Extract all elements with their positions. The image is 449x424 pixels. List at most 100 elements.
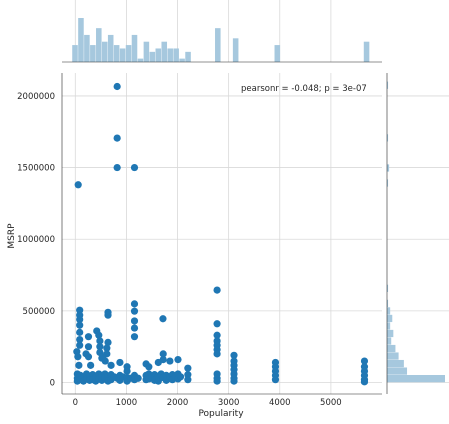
scatter-point [76,321,84,329]
top-histogram-bar [215,28,221,62]
scatter-point [74,353,82,361]
main-grid [62,73,382,394]
scatter-point [103,344,111,352]
scatter-point [76,341,84,349]
right-histogram-bar [387,314,393,323]
x-tick-label: 2000 [167,398,189,408]
right-histogram-bar [387,322,391,330]
top-histogram-bar [173,48,179,62]
scatter-point [130,333,139,341]
scatter-point [74,181,82,189]
scatter-point [76,315,84,324]
scatter-point [104,311,112,319]
scatter-point [174,356,182,364]
top-histogram-grid [74,0,332,62]
top-histogram-bar [185,51,191,62]
top-histogram-bar [232,38,239,62]
top-histogram-bar [96,28,102,62]
x-tick-label: 5000 [320,398,342,408]
scatter-point [84,333,93,341]
top-histogram-bar [143,41,150,62]
right-histogram-bar [387,375,445,383]
scatter-point [130,317,139,325]
scatter-point [76,328,84,336]
x-tick-label: 3000 [218,398,240,408]
y-tick-label: 1000000 [17,235,55,245]
scatter-point [271,376,280,384]
top-histogram-bar [90,45,96,62]
main-plot: 0 1000 2000 3000 4000 5000 0 500000 1000000 1500… [7,73,382,419]
scatter-point [159,315,167,323]
scatter-point [130,324,139,332]
scatter-point [213,286,221,294]
top-histogram-bar [179,58,185,62]
scatter-point [87,361,95,369]
top-histogram-bar [167,48,173,62]
scatter-point [145,363,153,371]
top-histogram-bar [125,45,132,62]
x-tick-labels: 0 1000 2000 3000 4000 5000 [73,398,342,408]
scatter-point [84,343,93,351]
right-histogram-bar [387,164,390,172]
right-histogram-bar [387,359,404,368]
top-histogram-bar [113,45,120,62]
right-histogram-bar [387,307,391,315]
scatter-point [76,306,84,314]
x-tick-label: 0 [73,398,78,408]
scatter-point [104,338,112,347]
scatter-point [230,377,238,385]
scatter-point [230,351,238,359]
right-histogram-bar [387,81,389,89]
scatter-point [184,371,192,379]
scatter-point [107,361,115,369]
scatter-point [101,357,109,365]
top-histogram-bar [274,45,281,62]
scatter-point [113,134,121,142]
y-axis-label: MSRP [7,223,17,249]
scatter-point [213,377,221,385]
top-histogram-bars [72,18,370,62]
top-histogram-bar [155,48,162,62]
top-histogram-bar [107,34,114,62]
right-histogram-bars [387,81,445,383]
top-histogram [62,0,382,63]
top-histogram-bar [84,34,90,62]
y-tick-label: 0 [50,379,55,389]
scatter-point [184,376,192,384]
top-histogram-bar [78,18,84,62]
scatter-point [96,337,104,345]
scatter-point [76,335,84,344]
scatter-point [360,357,369,365]
right-histogram-bar [387,134,389,142]
scatter-points [73,82,369,386]
right-histogram-bar [387,299,389,308]
right-histogram-grid [387,95,449,383]
right-histogram-bar [387,179,389,187]
top-histogram-bar [131,34,138,62]
scatter-point [75,361,83,369]
scatter-point [123,367,131,375]
right-histogram-bar [387,352,399,360]
scatter-point [159,350,167,358]
scatter-point [96,343,104,351]
scatter-point [184,364,192,372]
right-histogram [386,73,449,394]
scatter-point [130,163,139,172]
scatter-point [116,358,124,367]
top-histogram-bar [161,41,168,62]
stats-annotation: pearsonr = -0.048; p = 3e-07 [241,84,367,94]
scatter-point [113,82,121,91]
top-histogram-bar [72,45,78,62]
right-histogram-bar [387,337,392,345]
right-histogram-bar [387,344,396,353]
y-tick-label: 500000 [23,307,55,317]
scatter-point [130,307,139,315]
y-tick-label: 2000000 [17,92,55,102]
top-histogram-bar [101,41,108,62]
y-tick-labels: 0 500000 1000000 1500000 2000000 [17,92,55,389]
y-tick-label: 1500000 [17,164,55,174]
scatter-point [176,373,185,381]
scatter-point [130,300,139,308]
right-histogram-bar [387,329,394,338]
